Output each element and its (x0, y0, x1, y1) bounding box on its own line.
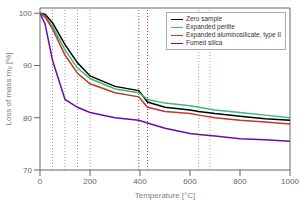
svg-text:800: 800 (233, 177, 247, 186)
svg-text:0: 0 (38, 177, 43, 186)
svg-text:90: 90 (23, 61, 32, 70)
svg-text:100: 100 (19, 9, 33, 18)
html-text:Zero sample: Zero sample (186, 15, 223, 22)
html-text:Fumed silica: Fumed silica (186, 39, 223, 46)
svg-text:200: 200 (83, 177, 97, 186)
svg-text:Temperature [°C]: Temperature [°C] (135, 191, 196, 200)
svg-text:400: 400 (133, 177, 147, 186)
html-text:Expanded perlite: Expanded perlite (186, 23, 235, 30)
svg-text:80: 80 (23, 114, 32, 123)
svg-text:600: 600 (183, 177, 197, 186)
svg-text:1000: 1000 (281, 177, 292, 186)
html-text:Expanded aluminosilicate, type: Expanded aluminosilicate, type II (186, 31, 281, 38)
svg-text:Loss of mass m₀ [%]: Loss of mass m₀ [%] (8, 52, 13, 125)
svg-text:70: 70 (23, 166, 32, 175)
